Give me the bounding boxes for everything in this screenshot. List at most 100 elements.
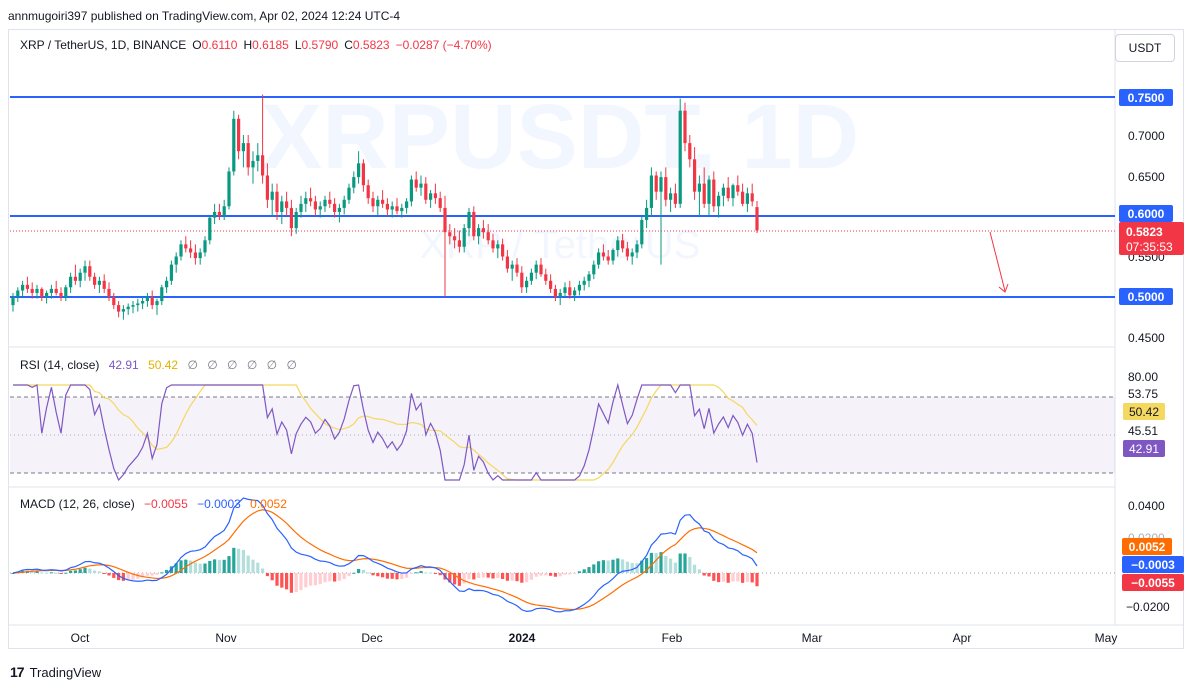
macd-tick: 0.0400: [1128, 499, 1165, 513]
macd-histogram-bar: [256, 562, 260, 573]
price-tick: 0.7000: [1128, 129, 1165, 143]
candle-body: [342, 199, 346, 208]
candle-body: [717, 195, 721, 207]
macd-histogram-bar: [390, 573, 394, 579]
macd-histogram-bar: [601, 560, 605, 573]
macd-value-badge-label: −0.0003: [1131, 558, 1175, 572]
candle-body: [419, 183, 423, 188]
candle-body: [525, 280, 529, 288]
macd-histogram-bar: [496, 573, 500, 579]
ohlc-high: 0.6185: [252, 38, 289, 52]
projection-arrow-shaft[interactable]: [989, 231, 1006, 292]
candle-body: [145, 297, 149, 302]
macd-signal-badge: [1122, 538, 1172, 555]
symbol-title[interactable]: XRP / TetherUS, 1D, BINANCE: [20, 38, 187, 52]
candle-body: [654, 175, 658, 192]
rsi-tick: 53.75: [1128, 387, 1158, 401]
candle-body: [93, 276, 97, 285]
candle-body: [169, 264, 173, 281]
macd-histogram-bar: [59, 573, 63, 574]
rsi-value-badge-label: 42.91: [1129, 442, 1159, 456]
macd-histogram-bar: [155, 573, 159, 575]
candle-body: [529, 272, 533, 281]
rsi-value-badge: [1123, 440, 1165, 457]
macd-histogram-bar: [30, 571, 34, 573]
candle-body: [102, 280, 106, 289]
macd-histogram-bar: [486, 573, 490, 578]
footer-brand: 17 TradingView: [10, 664, 101, 680]
macd-histogram-bar: [630, 563, 634, 573]
candle-body: [630, 252, 634, 257]
candle-body: [366, 185, 370, 199]
macd-line: [12, 497, 758, 613]
macd-histogram-bar: [304, 573, 308, 588]
candle-body: [193, 252, 197, 259]
candle-body: [117, 305, 121, 312]
rsi-ma-badge-label: 50.42: [1129, 405, 1159, 419]
macd-histogram-bar: [505, 573, 509, 581]
candle-body: [160, 287, 164, 302]
macd-title[interactable]: MACD (12, 26, close): [20, 497, 135, 511]
macd-histogram-bar: [654, 552, 658, 573]
candle-body: [726, 187, 730, 199]
macd-histogram-bar: [49, 572, 53, 574]
macd-histogram-bar: [165, 569, 169, 573]
macd-lines-series[interactable]: [12, 497, 758, 613]
macd-histogram-series[interactable]: [11, 547, 759, 593]
macd-histogram-bar: [405, 573, 409, 578]
candlestick-series[interactable]: [11, 94, 759, 320]
candle-body: [683, 110, 687, 144]
candle-body: [64, 287, 68, 297]
macd-histogram-bar: [568, 573, 572, 575]
macd-histogram-bar: [342, 573, 346, 580]
macd-histogram-bar: [438, 573, 442, 576]
macd-histogram-bar: [88, 568, 92, 573]
macd-histogram-bar: [189, 560, 193, 573]
candle-body: [649, 175, 653, 208]
candle-body: [414, 179, 418, 188]
rsi-tick: 80.00: [1128, 370, 1158, 384]
macd-histogram-bar: [448, 573, 452, 583]
projection-arrow-head[interactable]: [998, 283, 1009, 293]
macd-histogram-bar: [318, 573, 322, 585]
macd-histogram-bar: [553, 573, 557, 577]
price-tick: 0.4500: [1128, 331, 1165, 345]
macd-histogram-bar: [712, 573, 716, 581]
candle-body: [40, 288, 44, 297]
candle-body: [731, 185, 735, 199]
candle-body: [165, 280, 169, 288]
rsi-tick: 45.51: [1128, 424, 1158, 438]
candle-body: [673, 193, 677, 204]
macd-histogram-bar: [313, 573, 317, 586]
currency-button[interactable]: USDT: [1115, 34, 1175, 62]
candle-body: [606, 256, 610, 261]
macd-histogram-bar: [697, 569, 701, 573]
candle-body: [328, 199, 332, 204]
macd-histogram-bar: [64, 572, 68, 574]
macd-histogram-bar: [222, 559, 226, 573]
candle-body: [721, 187, 725, 196]
level-badge-0750: [1119, 89, 1173, 106]
macd-histogram-bar: [107, 573, 111, 576]
macd-histogram-bar: [45, 572, 49, 574]
rsi-title[interactable]: RSI (14, close): [20, 358, 100, 372]
rsi-line: [13, 382, 758, 482]
macd-histogram-bar: [645, 558, 649, 573]
macd-histogram-bar: [433, 573, 437, 574]
candle-body: [241, 143, 245, 152]
candle-body: [285, 201, 289, 208]
macd-histogram-bar: [726, 573, 730, 583]
candle-body: [121, 309, 125, 312]
candle-body: [251, 160, 255, 168]
candle-body: [357, 163, 361, 178]
time-label: Mar: [802, 631, 823, 645]
candle-body: [275, 191, 279, 212]
rsi-series[interactable]: [13, 382, 758, 482]
candle-body: [592, 264, 596, 275]
macd-histogram-bar: [529, 573, 533, 580]
candle-body: [126, 306, 130, 310]
price-change: −0.0287 (−4.70%): [395, 38, 492, 52]
macd-histogram-bar: [361, 569, 365, 573]
